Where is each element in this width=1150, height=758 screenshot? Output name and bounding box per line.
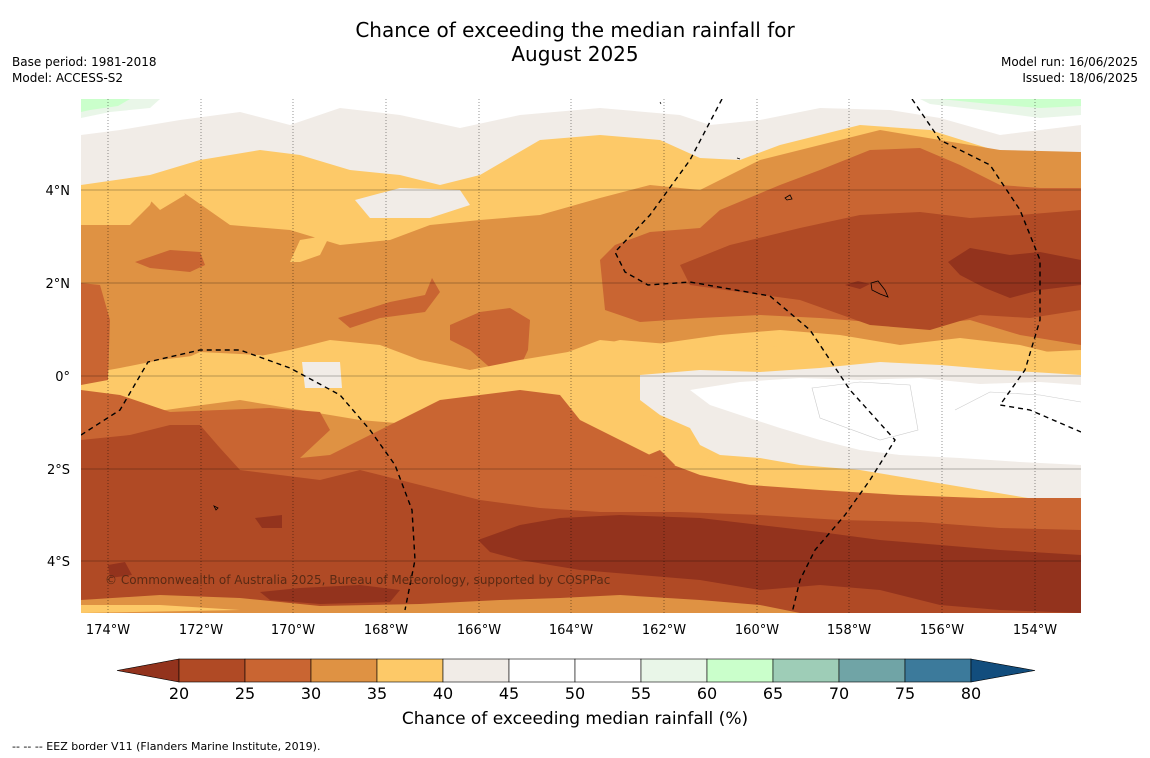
band-40-45-north [81, 99, 1081, 185]
colorbar-tick-label: 30 [300, 684, 322, 703]
lat-label: 2°S [47, 463, 70, 478]
eez-footnote: -- -- -- EEZ border V11 (Flanders Marine… [12, 740, 321, 753]
band-65-70-ne [940, 99, 1081, 108]
colorbar-tick-label: 75 [894, 684, 916, 703]
band-below-20-east [948, 248, 1081, 298]
issued-text: Issued: 18/06/2025 [1022, 71, 1138, 85]
colorbar [116, 658, 1036, 683]
colorbar-tick-label: 65 [762, 684, 784, 703]
band-35-40-patch-2 [150, 180, 185, 210]
lat-label: 0° [55, 370, 70, 385]
colorbar-tick-label: 20 [168, 684, 190, 703]
lat-labels: 4°N 2°N 0° 2°S 4°S [46, 184, 71, 570]
colorbar-ticks: 20 25 30 35 40 45 50 55 60 65 70 75 80 [0, 684, 1150, 706]
colorbar-tick-label: 80 [960, 684, 982, 703]
colorbar-segment [772, 658, 840, 683]
lon-label: 172°W [179, 623, 223, 638]
lon-label: 174°W [86, 623, 130, 638]
lon-label: 162°W [642, 623, 686, 638]
band-25-30-mid [450, 308, 530, 378]
colorbar-segment [178, 658, 246, 683]
lon-label: 154°W [1013, 623, 1057, 638]
lon-labels: 174°W 172°W 170°W 168°W 166°W 164°W 162°… [86, 623, 1057, 638]
colorbar-tick-label: 45 [498, 684, 520, 703]
band-below-20-patch-sw2 [108, 562, 132, 578]
rainfall-map: © Commonwealth of Australia 2025, Bureau… [46, 99, 1081, 683]
colorbar-segment [838, 658, 906, 683]
colorbar-segment [706, 658, 774, 683]
band-25-30-west-edge [81, 283, 110, 385]
colorbar-tick-label: 70 [828, 684, 850, 703]
colorbar-tick-label: 55 [630, 684, 652, 703]
band-40-45-patch-equator [302, 362, 342, 388]
map-grid [81, 189, 1081, 562]
colorbar-tick-label: 35 [366, 684, 388, 703]
colorbar-segment [574, 658, 642, 683]
band-below-20-patch-w [255, 515, 282, 528]
lon-label: 170°W [271, 623, 315, 638]
meta-right: Model run: 16/06/2025 Issued: 18/06/2025 [1001, 54, 1138, 86]
colorbar-segment [508, 658, 576, 683]
model-run-text: Model run: 16/06/2025 [1000, 55, 1138, 69]
title-line-2: August 2025 [511, 42, 639, 66]
colorbar-segment [640, 658, 708, 683]
title-line-1: Chance of exceeding the median rainfall … [355, 18, 795, 42]
colorbar-segment [904, 658, 972, 683]
colorbar-segment [244, 658, 312, 683]
colorbar-tick-label: 60 [696, 684, 718, 703]
band-40-45-patch-north [355, 188, 470, 218]
lon-label: 156°W [920, 623, 964, 638]
colorbar-tick-label: 25 [234, 684, 256, 703]
band-25-30-nw [135, 250, 205, 272]
band-35-40-patch [290, 235, 330, 262]
islands [213, 101, 889, 511]
model-text: Model: ACCESS-S2 [12, 71, 124, 85]
band-35-40-south-strip [81, 605, 240, 613]
band-45-55-north [81, 99, 1081, 135]
lon-label: 160°W [735, 623, 779, 638]
colorbar-segment [310, 658, 378, 683]
colorbar-segment [442, 658, 510, 683]
colorbar-label: Chance of exceeding median rainfall (%) [401, 709, 749, 729]
colorbar-extend-high [970, 658, 1036, 683]
band-below-20-south [478, 515, 1081, 613]
map-fill [81, 99, 1081, 613]
copyright-text: © Commonwealth of Australia 2025, Bureau… [105, 573, 610, 587]
colorbar-tick-label: 50 [564, 684, 586, 703]
band-below-20-patch-sw [260, 585, 400, 604]
band-25-30-patch-south [636, 450, 675, 478]
band-35-40-south-edge [81, 595, 800, 613]
lon-label: 168°W [364, 623, 408, 638]
band-20-25-east [680, 210, 1081, 330]
eez-borders [81, 99, 1081, 613]
base-period-text: Base period: 1981-2018 [12, 55, 157, 69]
colorbar-tick-label: 40 [432, 684, 454, 703]
colorbar-segment [376, 658, 444, 683]
band-65-70-nw [81, 99, 130, 112]
band-25-30-strip [338, 278, 440, 328]
meta-left: Base period: 1981-2018 Model: ACCESS-S2 [12, 54, 157, 86]
lon-label: 158°W [827, 623, 871, 638]
lon-label: 166°W [457, 623, 501, 638]
map-title: Chance of exceeding the median rainfall … [0, 18, 1150, 66]
lon-label: 164°W [549, 623, 593, 638]
band-45-50-equator [690, 378, 1081, 465]
lat-label: 2°N [46, 277, 71, 292]
colorbar-extend-low [116, 658, 180, 683]
lat-label: 4°S [47, 555, 70, 570]
lat-label: 4°N [46, 184, 71, 199]
band-45-50-outline [811, 381, 1081, 441]
